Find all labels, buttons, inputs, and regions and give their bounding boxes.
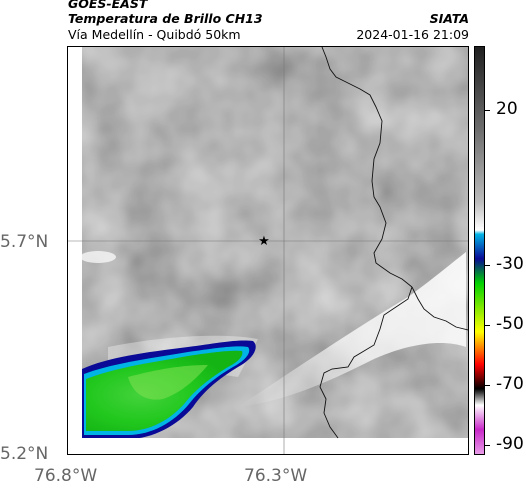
- colorbar-tick: [485, 325, 490, 326]
- lat-tick-5.2: 5.2°N: [0, 444, 49, 464]
- colorbar-label-20: 20: [496, 99, 518, 119]
- lon-tick-76.8: 76.8°W: [34, 466, 98, 486]
- colorbar-label-minus90: -90: [496, 434, 524, 454]
- temperature-colorbar: [474, 46, 485, 455]
- colorbar-label-minus30: -30: [496, 254, 524, 274]
- boundary-line-east: [411, 286, 468, 331]
- colorbar-tick: [485, 110, 490, 111]
- lon-tick-76.3: 76.3°W: [244, 466, 308, 486]
- colorbar-label-minus70: -70: [496, 374, 524, 394]
- bright-cloud-spot: [80, 251, 116, 263]
- region-label: Vía Medellín - Quibdó 50km: [68, 27, 241, 42]
- boundary-line-north: [321, 47, 413, 288]
- lat-tick-5.7: 5.7°N: [0, 232, 49, 252]
- datetime-label: 2024-01-16 21:09: [356, 27, 469, 42]
- colorbar-tick: [485, 265, 490, 266]
- no-data-strip: [68, 438, 468, 454]
- colorbar-label-minus50: -50: [496, 314, 524, 334]
- colorbar-tick: [485, 445, 490, 446]
- satellite-name: GOES-EAST: [68, 0, 148, 11]
- agency-label: SIATA: [429, 11, 469, 26]
- colorbar-tick: [485, 385, 490, 386]
- boundary-line-south: [319, 286, 413, 439]
- no-data-left: [68, 47, 82, 454]
- product-title: Temperatura de Brillo CH13: [68, 11, 263, 26]
- storm-peak: [128, 365, 208, 400]
- map-svg: ★: [68, 47, 468, 454]
- bright-cloud-band: [238, 252, 466, 407]
- satellite-map: ★: [67, 46, 469, 455]
- location-star-icon: ★: [258, 234, 270, 249]
